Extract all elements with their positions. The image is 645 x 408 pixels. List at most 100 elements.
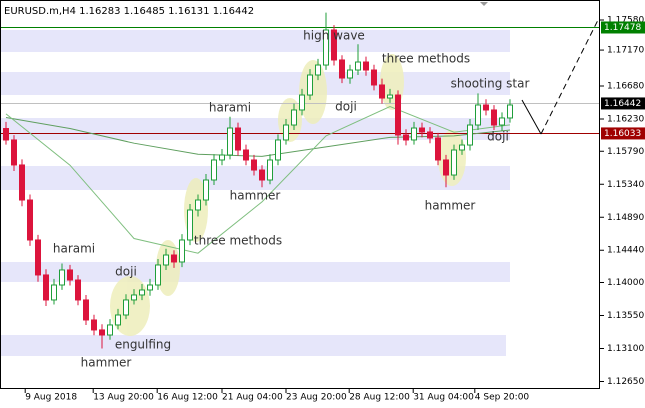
candle-body [411, 127, 417, 141]
candle-body [451, 149, 457, 176]
candle-body [139, 289, 145, 296]
candle-body [267, 159, 273, 181]
forecast-line [521, 99, 542, 135]
candle-body [315, 64, 321, 76]
candle-body [75, 279, 81, 301]
candle-body [115, 314, 121, 326]
level-label: 1.16442 [604, 99, 641, 109]
candle-body [59, 269, 65, 286]
candle-body [363, 61, 369, 71]
level-box [601, 127, 645, 140]
candle-body [243, 149, 249, 161]
candle-body [107, 324, 113, 336]
annotation: hammer [230, 189, 281, 203]
candle-body [355, 61, 361, 71]
candle-body [43, 274, 49, 301]
candle-body [483, 104, 489, 111]
annotation: doji [115, 265, 137, 279]
candle-body [443, 159, 449, 176]
candle-body [475, 104, 481, 126]
candle-body [203, 179, 209, 201]
candle-body [347, 69, 353, 79]
candle-body [403, 134, 409, 141]
plot [0, 12, 600, 349]
annotation: harami [53, 242, 95, 256]
y-tick-label: 1.12650 [607, 377, 644, 387]
candle-body [235, 127, 241, 151]
candle-body [11, 139, 17, 166]
candle-body [171, 254, 177, 263]
x-tick-label: 31 Aug 04:00 [413, 393, 474, 403]
candle-body [227, 127, 233, 156]
level-label: 1.16033 [604, 129, 641, 139]
annotation: three methods [194, 234, 282, 248]
candle-body [259, 169, 265, 181]
candle-body [51, 284, 57, 301]
candle-body [419, 127, 425, 133]
candle-body [283, 124, 289, 141]
annotation: doji [487, 130, 509, 144]
candle-body [19, 164, 25, 201]
zone [0, 262, 510, 282]
y-tick-label: 1.16230 [607, 114, 644, 124]
candle-body [83, 299, 89, 321]
candle-body [35, 239, 41, 276]
candle-body [3, 128, 9, 141]
candle-body [435, 137, 441, 161]
annotation: engulfing [115, 338, 171, 352]
candle-body [155, 264, 161, 286]
annotation: hammer [425, 199, 476, 213]
shift-marker [480, 2, 488, 6]
y-tick-label: 1.13100 [607, 344, 644, 354]
x-tick-label: 13 Aug 20:00 [93, 393, 154, 403]
annotation: three methods [382, 52, 470, 66]
y-tick-label: 1.17170 [607, 46, 644, 56]
candle-body [163, 254, 169, 266]
annotation: harami [209, 101, 251, 115]
annotation: shooting star [451, 77, 530, 91]
zone [0, 72, 510, 95]
y-tick-label: 1.14000 [607, 278, 644, 288]
x-tick-label: 9 Aug 2018 [25, 393, 77, 403]
x-tick-label: 21 Aug 04:00 [222, 393, 283, 403]
moving-average [5, 105, 511, 254]
candle-body [387, 94, 393, 99]
candle-body [123, 299, 129, 316]
zone [0, 335, 506, 356]
candle-body [459, 144, 465, 151]
candle-body [331, 29, 337, 61]
level-box [601, 21, 645, 34]
candle-body [307, 74, 313, 96]
candle-body [427, 131, 433, 139]
candle-body [91, 319, 97, 331]
candle-body [275, 139, 281, 161]
y-tick-label: 1.14890 [607, 213, 644, 223]
level-box [601, 97, 645, 110]
candle-body [251, 159, 257, 171]
zone [0, 30, 510, 52]
candle-body [219, 154, 225, 161]
zone [0, 118, 510, 140]
candle-body [211, 159, 217, 181]
candle-body [27, 199, 33, 241]
y-tick-label: 1.15340 [607, 180, 644, 190]
highlight [278, 98, 302, 142]
axes: 1.17580 1.17170 1.16680 1.16230 1.15790 1.153… [24, 16, 645, 403]
candle-body [131, 294, 137, 301]
plot-border [0, 0, 600, 389]
candle-body [379, 84, 385, 99]
candle-body [491, 109, 497, 126]
candle-body [187, 209, 193, 241]
annotation: doji [335, 100, 357, 114]
highlight [110, 276, 150, 336]
candle-body [507, 104, 513, 119]
candle-body [499, 117, 505, 126]
annotation: high wave [303, 29, 365, 43]
candle-body [323, 29, 329, 66]
candle-body [371, 69, 377, 86]
y-tick-label: 1.14440 [607, 246, 644, 256]
x-tick-label: 28 Aug 12:00 [349, 393, 410, 403]
candle-body [195, 199, 201, 211]
candle-body [339, 59, 345, 79]
